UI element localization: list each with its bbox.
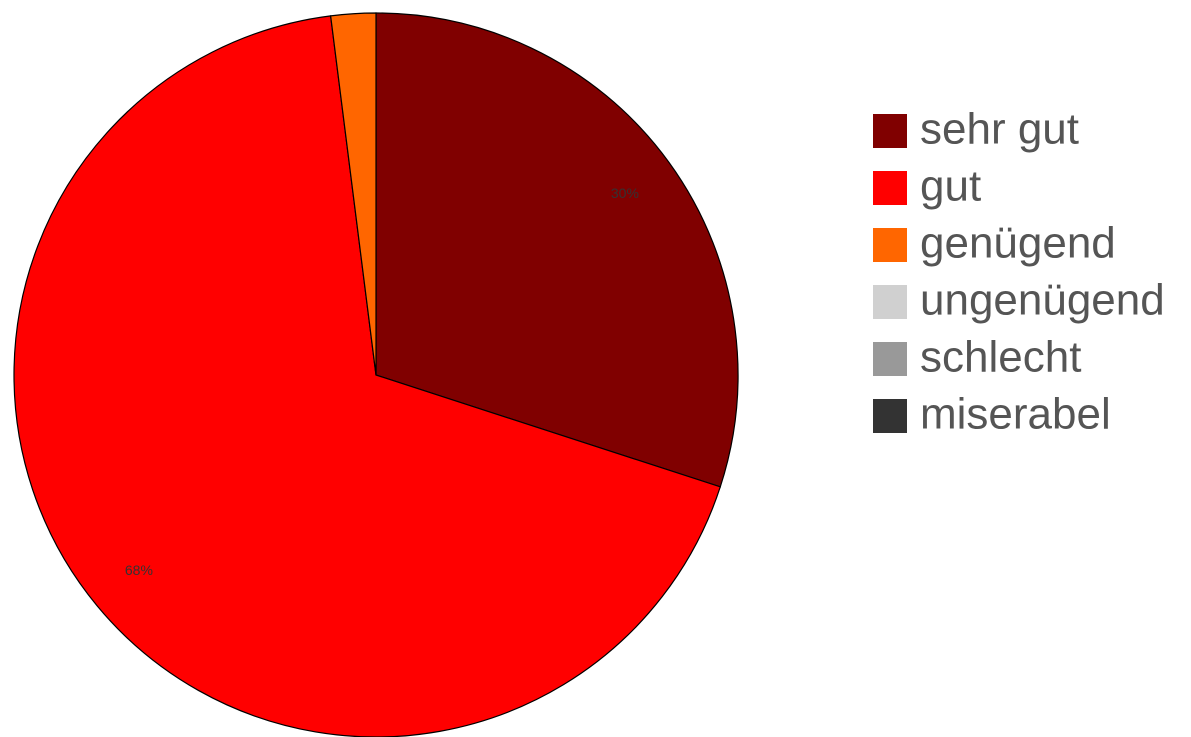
legend-label-genügend: genügend: [920, 219, 1116, 268]
pie-slice-sehr-gut: [375, 12, 739, 488]
legend-label-sehr-gut: sehr gut: [920, 105, 1079, 154]
legend-swatch-miserabel: [873, 399, 907, 433]
pie-slices: [13, 12, 739, 737]
legend-swatch-ungenügend: [873, 285, 907, 319]
pie-slice-genügend: [329, 12, 377, 376]
pie-slice-gut: [13, 15, 722, 737]
pie-data-labels: 30% 68%: [125, 185, 639, 578]
legend-swatch-sehr-gut: [873, 114, 907, 148]
legend-label-gut: gut: [920, 162, 981, 211]
legend-swatch-schlecht: [873, 342, 907, 376]
data-label-gut: 68%: [125, 562, 153, 578]
legend-label-ungenügend: ungenügend: [920, 276, 1165, 325]
legend: sehr gut gut genügend ungenügend schlecht mis…: [873, 105, 1165, 439]
legend-label-miserabel: miserabel: [920, 390, 1111, 439]
legend-label-schlecht: schlecht: [920, 333, 1081, 382]
data-label-sehr-gut: 30%: [611, 185, 639, 201]
legend-swatch-genügend: [873, 228, 907, 262]
legend-swatch-gut: [873, 171, 907, 205]
